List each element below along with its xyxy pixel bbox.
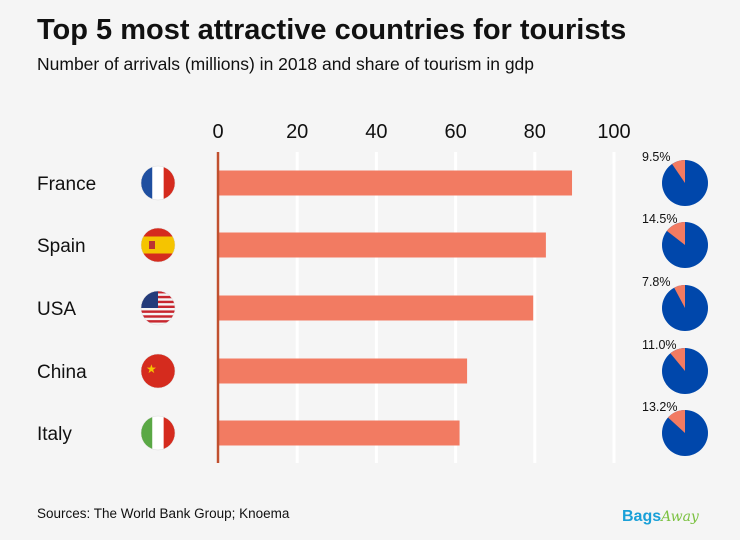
pie-label: 13.2% — [642, 400, 677, 414]
spain-flag-icon — [141, 228, 175, 262]
bar — [218, 295, 534, 321]
category-label: Spain — [37, 236, 86, 257]
bar — [218, 232, 546, 258]
category-label: USA — [37, 299, 76, 320]
category-label: Italy — [37, 424, 72, 445]
china-flag-icon: ★ — [141, 354, 175, 388]
category-label: France — [37, 174, 96, 195]
pie-label: 9.5% — [642, 150, 671, 164]
italy-flag-icon — [141, 416, 175, 450]
pie-label: 14.5% — [642, 212, 677, 226]
flag-outline — [140, 290, 176, 326]
x-tick-label: 40 — [365, 121, 387, 143]
x-tick-label: 20 — [286, 121, 308, 143]
flag-outline — [140, 165, 176, 201]
flag-outline — [140, 415, 176, 451]
svg-text:★: ★ — [146, 362, 157, 376]
bar — [218, 420, 460, 446]
chart-subtitle: Number of arrivals (millions) in 2018 an… — [37, 54, 535, 74]
bar — [218, 170, 573, 196]
logo-part1: Bags — [622, 508, 662, 525]
source-note: Sources: The World Bank Group; Knoema — [37, 506, 290, 521]
france-flag-icon — [141, 166, 175, 200]
pie-share-slice — [666, 221, 685, 245]
pie-share-slice — [668, 410, 685, 433]
chart-title: Top 5 most attractive countries for tour… — [37, 14, 627, 46]
logo-part2: Away — [661, 509, 699, 525]
pie-share-slice — [670, 348, 685, 371]
pie-share-slice — [674, 285, 685, 308]
pie-label: 7.8% — [642, 275, 671, 289]
pie-label: 11.0% — [642, 338, 677, 352]
bar — [218, 358, 468, 384]
pie-share-slice — [672, 160, 685, 183]
bagsaway-logo: BagsAway — [622, 508, 699, 526]
x-tick-label: 100 — [597, 121, 630, 143]
category-label: China — [37, 362, 87, 383]
x-tick-label: 80 — [524, 121, 546, 143]
x-tick-label: 0 — [212, 121, 223, 143]
flag-outline — [140, 353, 176, 389]
x-tick-label: 60 — [444, 121, 466, 143]
flag-outline — [140, 227, 176, 263]
